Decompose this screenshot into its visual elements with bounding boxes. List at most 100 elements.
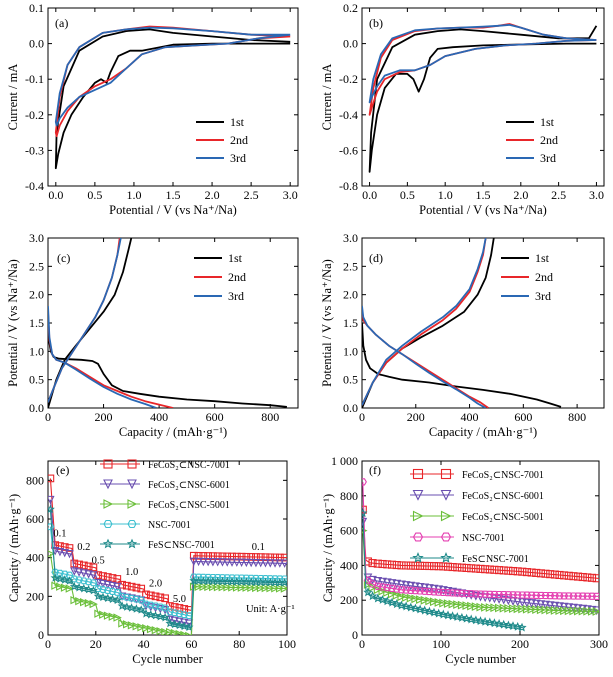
data-point	[136, 605, 146, 614]
data-point	[56, 569, 64, 577]
data-point	[131, 604, 141, 613]
data-point	[481, 565, 490, 574]
data-point	[392, 590, 402, 600]
data-point	[392, 585, 401, 593]
data-point	[402, 561, 411, 570]
data-point	[280, 578, 287, 587]
data-point	[517, 622, 527, 632]
panel-label: (a)	[55, 16, 68, 30]
data-point	[89, 563, 98, 572]
panel-label: (b)	[369, 16, 383, 30]
data-point	[503, 620, 514, 630]
data-point	[232, 583, 242, 592]
data-point	[541, 569, 550, 578]
data-point	[84, 562, 93, 571]
data-point	[592, 574, 599, 583]
data-point	[448, 599, 458, 609]
rate-annotation: 2.0	[149, 579, 162, 590]
data-point	[578, 592, 587, 600]
data-point	[434, 588, 443, 596]
data-point	[199, 582, 208, 592]
data-point	[223, 558, 232, 567]
data-point	[218, 583, 227, 592]
data-point	[536, 605, 546, 615]
legend-label: 2nd	[535, 270, 553, 284]
data-point	[204, 582, 213, 592]
data-point	[471, 564, 480, 573]
data-point	[457, 612, 467, 622]
legend-label: 3rd	[540, 151, 556, 165]
y-tick-label: 0.0	[343, 401, 358, 415]
x-tick-label: 0	[359, 410, 365, 424]
data-point	[420, 595, 430, 605]
data-point	[583, 573, 592, 582]
data-point	[108, 581, 117, 591]
data-point	[232, 558, 241, 567]
data-point	[453, 600, 462, 609]
data-point	[382, 596, 392, 606]
data-point	[156, 603, 165, 611]
legend-marker	[412, 468, 424, 480]
y-tick-label: 0	[352, 628, 358, 642]
data-point	[137, 584, 146, 593]
data-point	[574, 606, 583, 616]
data-point	[443, 562, 453, 571]
y-tick-label: 200	[340, 593, 358, 607]
x-tick-label: 1.0	[126, 188, 141, 202]
data-point	[462, 589, 471, 598]
series-line-1st	[368, 25, 598, 173]
y-axis-label: Capacity / (mAh·g⁻¹)	[321, 494, 335, 602]
data-point	[512, 621, 523, 631]
data-point	[70, 596, 79, 605]
data-point	[223, 552, 232, 561]
data-point	[251, 558, 261, 568]
x-tick-label: 0.0	[48, 188, 63, 202]
x-tick-label: 1.5	[476, 188, 491, 202]
series-layer	[48, 474, 287, 635]
series-line-3rd	[54, 26, 291, 127]
x-axis-label: Capacity / (mAh·g⁻¹)	[119, 425, 227, 439]
data-point	[256, 553, 265, 561]
x-tick-label: 400	[150, 410, 168, 424]
rate-annotation: 0.2	[77, 542, 90, 553]
data-point	[425, 596, 435, 606]
rate-annotation: 1.0	[125, 567, 138, 578]
rate-annotation: 0.5	[92, 555, 105, 566]
data-point	[204, 552, 212, 560]
data-point	[485, 565, 494, 574]
data-point	[280, 584, 287, 593]
data-point	[541, 605, 551, 615]
data-point	[108, 588, 117, 595]
data-point	[60, 548, 69, 558]
data-point	[517, 598, 527, 607]
data-point	[237, 583, 247, 592]
legend-label: 2nd	[540, 133, 558, 147]
x-tick-label: 2.0	[513, 188, 528, 202]
data-point	[141, 609, 151, 618]
y-tick-label: 0.1	[29, 1, 44, 15]
data-point	[170, 609, 179, 617]
data-point	[48, 504, 55, 514]
data-point	[508, 566, 518, 576]
data-point	[84, 578, 93, 586]
data-point	[122, 602, 132, 611]
data-point	[84, 598, 94, 608]
data-point	[546, 570, 555, 579]
legend-marker	[440, 489, 452, 501]
data-point	[448, 589, 457, 597]
data-point	[536, 600, 546, 609]
data-point	[397, 586, 406, 594]
unit-annotation: Unit: A·g⁻¹	[246, 604, 295, 615]
data-point	[79, 569, 89, 578]
data-point	[151, 592, 160, 601]
data-point	[536, 591, 546, 600]
data-point	[65, 576, 74, 585]
data-point	[494, 590, 504, 599]
data-point	[194, 557, 203, 567]
data-point	[108, 574, 117, 582]
data-point	[377, 595, 388, 604]
data-point	[103, 580, 112, 590]
data-point	[237, 558, 246, 568]
rate-annotation: 5.0	[173, 594, 186, 605]
